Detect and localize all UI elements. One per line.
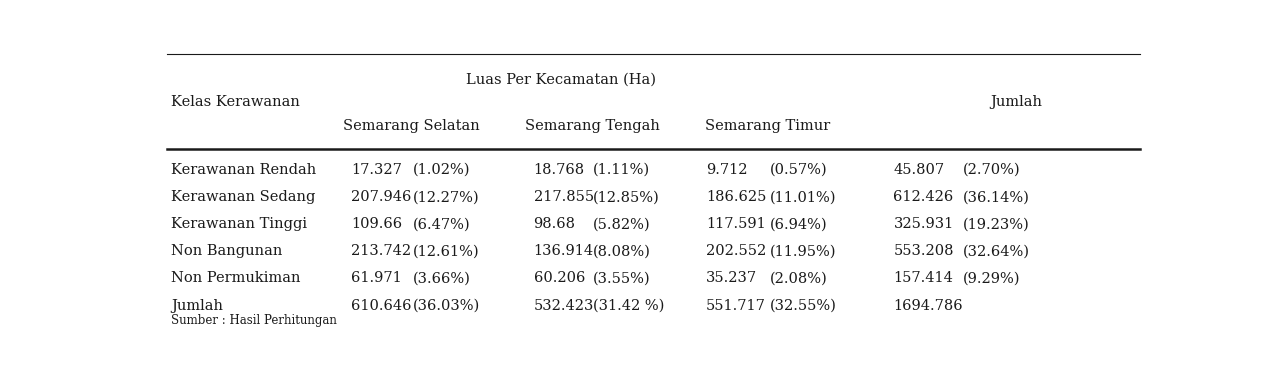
Text: (32.55%): (32.55%): [770, 298, 837, 313]
Text: (3.55%): (3.55%): [593, 272, 650, 285]
Text: Kelas Kerawanan: Kelas Kerawanan: [170, 95, 300, 110]
Text: (8.08%): (8.08%): [593, 244, 650, 258]
Text: 60.206: 60.206: [534, 272, 585, 285]
Text: (31.42 %): (31.42 %): [593, 298, 664, 313]
Text: (36.14%): (36.14%): [963, 190, 1029, 204]
Text: 325.931: 325.931: [893, 217, 954, 231]
Text: 9.712: 9.712: [706, 163, 748, 177]
Text: (6.94%): (6.94%): [770, 217, 828, 231]
Text: 109.66: 109.66: [351, 217, 402, 231]
Text: 98.68: 98.68: [534, 217, 576, 231]
Text: 35.237: 35.237: [706, 272, 757, 285]
Text: 1694.786: 1694.786: [893, 298, 963, 313]
Text: Kerawanan Tinggi: Kerawanan Tinggi: [170, 217, 307, 231]
Text: 136.914: 136.914: [534, 244, 594, 258]
Text: 610.646: 610.646: [351, 298, 412, 313]
Text: (32.64%): (32.64%): [963, 244, 1029, 258]
Text: Semarang Timur: Semarang Timur: [705, 119, 831, 132]
Text: Luas Per Kecamatan (Ha): Luas Per Kecamatan (Ha): [466, 73, 655, 86]
Text: (19.23%): (19.23%): [963, 217, 1029, 231]
Text: 117.591: 117.591: [706, 217, 766, 231]
Text: (3.66%): (3.66%): [413, 272, 471, 285]
Text: 157.414: 157.414: [893, 272, 953, 285]
Text: Kerawanan Rendah: Kerawanan Rendah: [170, 163, 315, 177]
Text: 186.625: 186.625: [706, 190, 767, 204]
Text: (12.85%): (12.85%): [593, 190, 659, 204]
Text: Kerawanan Sedang: Kerawanan Sedang: [170, 190, 315, 204]
Text: (11.01%): (11.01%): [770, 190, 837, 204]
Text: (2.70%): (2.70%): [963, 163, 1020, 177]
Text: Semarang Selatan: Semarang Selatan: [343, 119, 481, 132]
Text: 217.855: 217.855: [534, 190, 594, 204]
Text: (2.08%): (2.08%): [770, 272, 828, 285]
Text: (9.29%): (9.29%): [963, 272, 1020, 285]
Text: Jumlah: Jumlah: [991, 95, 1043, 110]
Text: (12.61%): (12.61%): [413, 244, 480, 258]
Text: 17.327: 17.327: [351, 163, 402, 177]
Text: 18.768: 18.768: [534, 163, 585, 177]
Text: (5.82%): (5.82%): [593, 217, 650, 231]
Text: 213.742: 213.742: [351, 244, 411, 258]
Text: (1.02%): (1.02%): [413, 163, 471, 177]
Text: (36.03%): (36.03%): [413, 298, 481, 313]
Text: (11.95%): (11.95%): [770, 244, 837, 258]
Text: Sumber : Hasil Perhitungan: Sumber : Hasil Perhitungan: [170, 314, 337, 327]
Text: 45.807: 45.807: [893, 163, 945, 177]
Text: 207.946: 207.946: [351, 190, 412, 204]
Text: Non Bangunan: Non Bangunan: [170, 244, 282, 258]
Text: 532.423: 532.423: [534, 298, 594, 313]
Text: 61.971: 61.971: [351, 272, 402, 285]
Text: (0.57%): (0.57%): [770, 163, 828, 177]
Text: Semarang Tengah: Semarang Tengah: [525, 119, 660, 132]
Text: Non Permukiman: Non Permukiman: [170, 272, 300, 285]
Text: 553.208: 553.208: [893, 244, 954, 258]
Text: 202.552: 202.552: [706, 244, 766, 258]
Text: (12.27%): (12.27%): [413, 190, 480, 204]
Text: (1.11%): (1.11%): [593, 163, 650, 177]
Text: Jumlah: Jumlah: [170, 298, 223, 313]
Text: 612.426: 612.426: [893, 190, 954, 204]
Text: (6.47%): (6.47%): [413, 217, 471, 231]
Text: 551.717: 551.717: [706, 298, 766, 313]
